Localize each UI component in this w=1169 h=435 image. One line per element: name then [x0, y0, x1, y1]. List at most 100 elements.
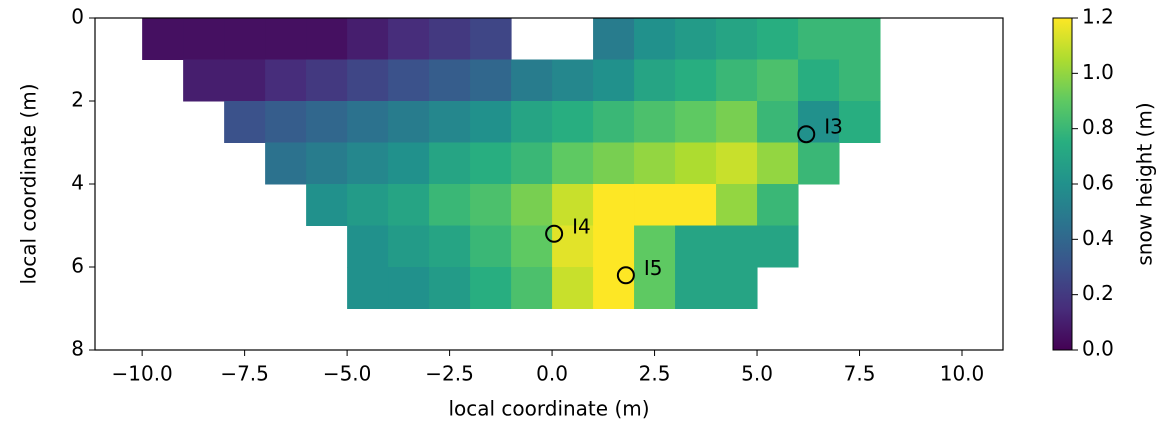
x-axis-label: local coordinate (m) — [448, 397, 649, 421]
colorbar-tick-label: 1.2 — [1082, 5, 1114, 29]
heatmap-cell — [716, 225, 758, 268]
heatmap-cell — [675, 142, 717, 185]
heatmap-cell — [634, 184, 676, 226]
heatmap-cell — [634, 18, 676, 60]
heatmap-cell — [511, 59, 553, 102]
heatmap-cell — [388, 18, 430, 60]
heatmap-cell — [757, 225, 799, 268]
heatmap-cell — [470, 101, 512, 143]
heatmap-cell — [634, 142, 676, 185]
x-tick-label: 10.0 — [940, 362, 985, 386]
heatmap-cell — [757, 101, 799, 143]
heatmap-cells — [142, 18, 881, 309]
heatmap-cell — [306, 184, 348, 226]
heatmap-cell — [798, 142, 840, 185]
colorbar-tick-label: 0.4 — [1082, 226, 1114, 250]
colorbar-tick-label: 1.0 — [1082, 60, 1114, 84]
heatmap-cell — [675, 59, 717, 102]
heatmap-cell — [470, 267, 512, 309]
heatmap-cell — [265, 142, 307, 185]
x-tick-label: −10.0 — [111, 362, 172, 386]
sample-point — [616, 266, 635, 285]
y-tick-label: 6 — [71, 254, 84, 278]
y-tick-label: 2 — [71, 88, 84, 112]
heatmap-cell — [388, 101, 430, 143]
point-label: I4 — [572, 214, 591, 238]
heatmap-cell — [388, 267, 430, 309]
heatmap-cell — [716, 18, 758, 60]
colorbar-tick-label: 0.8 — [1082, 115, 1114, 139]
heatmap-cell — [347, 267, 389, 309]
heatmap-cell — [429, 101, 471, 143]
heatmap-cell — [839, 59, 881, 102]
colorbar — [1052, 17, 1073, 351]
heatmap-cell — [183, 18, 225, 60]
y-tick-label: 0 — [71, 5, 84, 29]
colorbar-tick-label: 0.0 — [1082, 337, 1114, 361]
heatmap-cell — [798, 101, 840, 143]
x-tick-label: 5.0 — [741, 362, 773, 386]
heatmap-cell — [306, 59, 348, 102]
heatmap-cell — [388, 142, 430, 185]
heatmap-cell — [388, 59, 430, 102]
heatmap-cell — [839, 101, 881, 143]
heatmap-cell — [634, 101, 676, 143]
heatmap-cell — [470, 184, 512, 226]
heatmap-cell — [470, 59, 512, 102]
heatmap-cell — [675, 225, 717, 268]
x-tick-label: 2.5 — [639, 362, 671, 386]
heatmap-cell — [511, 142, 553, 185]
y-tick-label: 4 — [71, 171, 84, 195]
colorbar-tick-label: 0.6 — [1082, 171, 1114, 195]
heatmap-cell — [552, 267, 594, 309]
heatmap-cell — [429, 59, 471, 102]
heatmap-cell — [511, 267, 553, 309]
heatmap-cell — [429, 225, 471, 268]
heatmap-cell — [347, 184, 389, 226]
heatmap-cell — [716, 267, 758, 309]
heatmap-cell — [552, 184, 594, 226]
point-label: I5 — [644, 256, 663, 280]
heatmap-cell — [429, 267, 471, 309]
heatmap-cell — [593, 142, 635, 185]
heatmap-cell — [552, 101, 594, 143]
heatmap-cell — [675, 101, 717, 143]
heatmap-cell — [142, 18, 184, 60]
heatmap-cell — [593, 18, 635, 60]
sample-point — [797, 125, 816, 144]
heatmap-cell — [224, 18, 266, 60]
heatmap-cell — [593, 59, 635, 102]
x-tick-label: −2.5 — [425, 362, 474, 386]
heatmap-cell — [388, 184, 430, 226]
heatmap-cell — [634, 267, 676, 309]
heatmap-cell — [634, 59, 676, 102]
heatmap-cell — [798, 59, 840, 102]
heatmap-cell — [470, 225, 512, 268]
colorbar-tick-label: 0.2 — [1082, 281, 1114, 305]
heatmap-cell — [429, 18, 471, 60]
heatmap-cell — [552, 142, 594, 185]
heatmap-cell — [388, 225, 430, 268]
heatmap-cell — [347, 59, 389, 102]
heatmap-cell — [347, 18, 389, 60]
colorbar-label: snow height (m) — [1133, 102, 1157, 265]
heatmap-cell — [839, 18, 881, 60]
heatmap-cell — [470, 142, 512, 185]
heatmap-cell — [347, 101, 389, 143]
heatmap-cell — [552, 225, 594, 268]
heatmap-cell — [470, 18, 512, 60]
sample-point — [545, 224, 564, 243]
heatmap-cell — [224, 101, 266, 143]
heatmap-cell — [675, 18, 717, 60]
heatmap-cell — [552, 59, 594, 102]
heatmap-cell — [716, 184, 758, 226]
heatmap-cell — [306, 18, 348, 60]
heatmap-cell — [757, 142, 799, 185]
heatmap-cell — [347, 225, 389, 268]
heatmap-cell — [511, 184, 553, 226]
heatmap-cell — [798, 18, 840, 60]
heatmap-cell — [716, 59, 758, 102]
heatmap-cell — [265, 18, 307, 60]
